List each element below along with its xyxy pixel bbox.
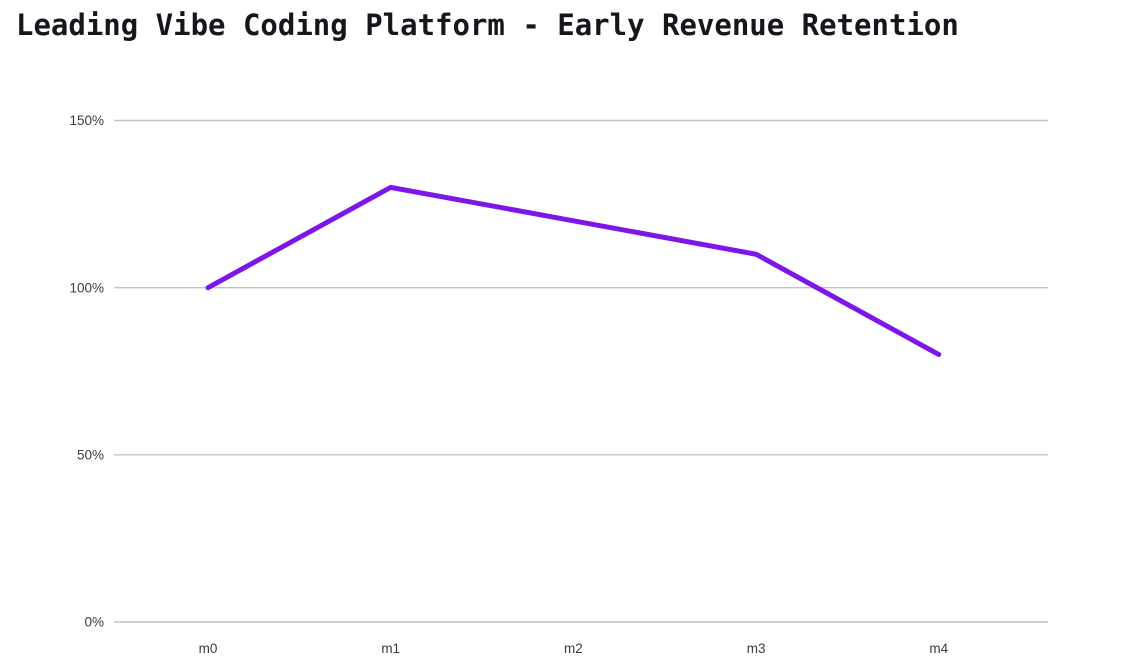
y-tick-label: 0% (84, 615, 104, 630)
x-tick-label: m4 (929, 641, 948, 656)
x-tick-label: m1 (381, 641, 400, 656)
x-tick-label: m0 (199, 641, 218, 656)
y-tick-label: 100% (69, 280, 104, 295)
y-tick-label: 50% (77, 448, 104, 463)
chart-title: Leading Vibe Coding Platform - Early Rev… (16, 8, 959, 42)
retention-line (205, 184, 942, 358)
x-tick-label: m2 (564, 641, 583, 656)
x-tick-label: m3 (747, 641, 766, 656)
y-tick-label: 150% (69, 113, 104, 128)
